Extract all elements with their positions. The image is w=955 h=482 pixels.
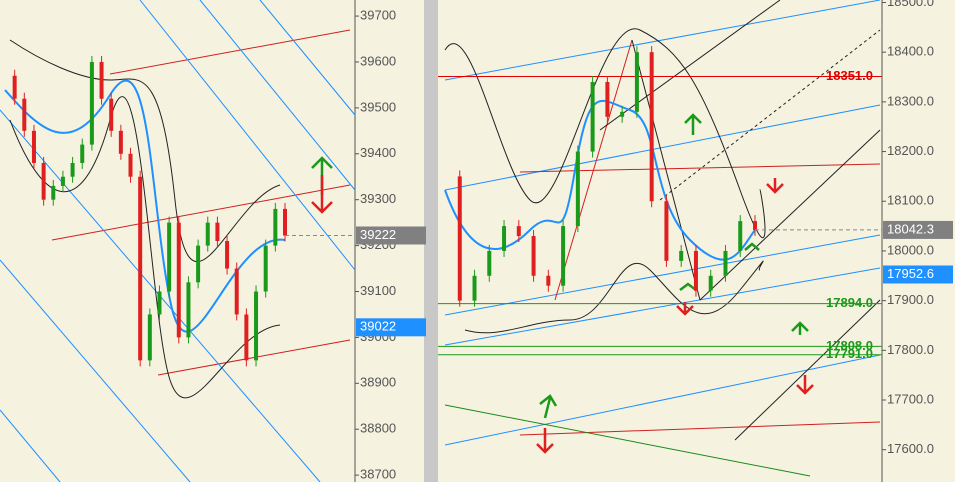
candle bbox=[31, 130, 36, 163]
candle bbox=[634, 52, 639, 112]
candle bbox=[575, 151, 580, 227]
level-label: 17894.0 bbox=[826, 295, 873, 310]
candle bbox=[472, 275, 477, 301]
candle bbox=[590, 81, 595, 152]
candle bbox=[41, 162, 46, 200]
price-label: 39022 bbox=[360, 319, 396, 334]
candle bbox=[561, 226, 566, 286]
candle bbox=[605, 81, 610, 117]
y-tick-label: 17600.0 bbox=[887, 441, 934, 456]
candle bbox=[244, 314, 249, 361]
y-tick-label: 18100.0 bbox=[887, 193, 934, 208]
price-label: 39222 bbox=[360, 227, 396, 242]
candle bbox=[738, 221, 743, 251]
candle bbox=[128, 153, 133, 177]
candle bbox=[753, 221, 757, 230]
candle bbox=[649, 52, 654, 202]
y-tick-label: 18400.0 bbox=[887, 44, 934, 59]
candle bbox=[186, 282, 191, 338]
candle bbox=[22, 98, 27, 131]
y-tick-label: 38800 bbox=[360, 421, 396, 436]
y-tick-label: 18000.0 bbox=[887, 242, 934, 257]
y-tick-label: 39600 bbox=[360, 53, 396, 68]
candle bbox=[234, 268, 239, 315]
price-label: 17952.6 bbox=[887, 266, 934, 281]
candle bbox=[546, 275, 551, 286]
candle bbox=[723, 250, 728, 276]
y-tick-label: 18200.0 bbox=[887, 143, 934, 158]
candle bbox=[502, 226, 507, 251]
level-label: 18351.0 bbox=[826, 68, 873, 83]
price-label-box bbox=[883, 265, 953, 284]
y-tick-label: 39500 bbox=[360, 99, 396, 114]
y-tick-label: 39700 bbox=[360, 8, 396, 23]
level-label: 17808.0 bbox=[826, 338, 873, 353]
candle bbox=[693, 250, 698, 291]
candle bbox=[664, 201, 669, 261]
y-tick-label: 17900.0 bbox=[887, 292, 934, 307]
candle bbox=[118, 130, 123, 154]
candle bbox=[167, 222, 172, 292]
candle bbox=[80, 144, 85, 163]
price-label-box bbox=[356, 318, 426, 337]
candle bbox=[516, 226, 521, 237]
y-tick-label: 38700 bbox=[360, 467, 396, 482]
candle bbox=[283, 208, 287, 236]
candle bbox=[109, 98, 114, 131]
candle bbox=[60, 176, 65, 186]
candle bbox=[205, 222, 210, 246]
y-tick-label: 18500.0 bbox=[887, 0, 934, 9]
candle bbox=[531, 236, 536, 276]
price-label-box bbox=[356, 226, 426, 245]
candle bbox=[487, 250, 492, 276]
candle bbox=[70, 162, 75, 177]
candle bbox=[708, 275, 713, 291]
candle bbox=[620, 111, 625, 117]
y-tick-label: 18300.0 bbox=[887, 93, 934, 108]
price-label-box bbox=[883, 220, 953, 239]
candle bbox=[263, 245, 268, 292]
candle bbox=[138, 176, 143, 361]
candle bbox=[51, 185, 56, 200]
signal-arrows bbox=[311, 113, 814, 454]
y-tick-label: 39400 bbox=[360, 145, 396, 160]
candle bbox=[176, 222, 181, 338]
candle bbox=[273, 208, 278, 246]
y-tick-label: 17700.0 bbox=[887, 391, 934, 406]
candle bbox=[196, 245, 201, 283]
panel-separator bbox=[424, 0, 438, 482]
candle bbox=[147, 314, 152, 361]
candle bbox=[89, 61, 94, 145]
candle bbox=[254, 291, 259, 361]
y-tick-label: 38900 bbox=[360, 375, 396, 390]
y-tick-label: 17800.0 bbox=[887, 342, 934, 357]
price-label: 18042.3 bbox=[887, 221, 934, 236]
candle bbox=[99, 61, 104, 99]
drawings bbox=[0, 0, 881, 482]
y-tick-label: 39300 bbox=[360, 191, 396, 206]
candle bbox=[215, 222, 220, 241]
level-label: 17791.0 bbox=[826, 346, 873, 361]
candle bbox=[12, 75, 17, 99]
y-tick-label: 39100 bbox=[360, 283, 396, 298]
candle bbox=[679, 250, 684, 261]
candle bbox=[457, 176, 462, 301]
candle bbox=[157, 291, 162, 315]
candle bbox=[225, 241, 230, 269]
